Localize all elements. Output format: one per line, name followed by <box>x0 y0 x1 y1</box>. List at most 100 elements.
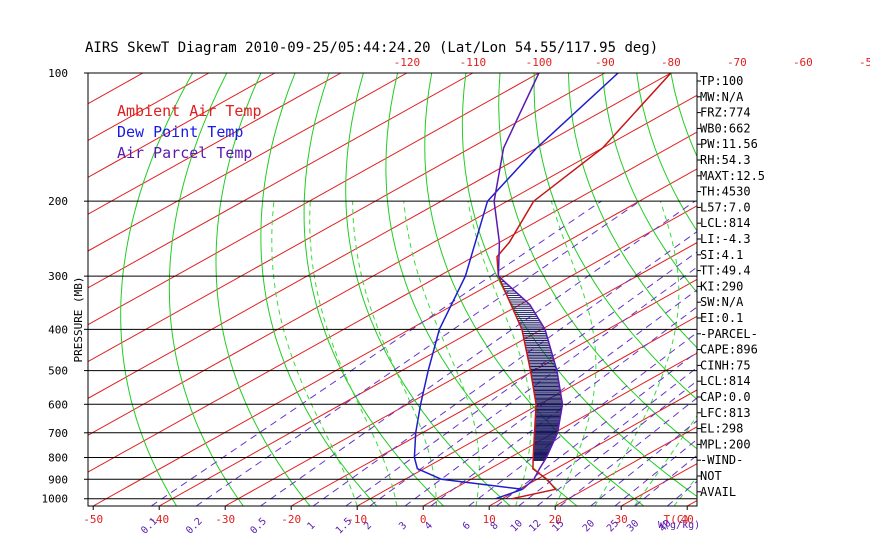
pressure-tick-label: 100 <box>48 67 68 80</box>
dry-adiabat-line <box>303 73 444 506</box>
bottom-tick-label: 10 <box>483 513 496 526</box>
isotherm-line <box>753 73 870 506</box>
isotherm-line <box>158 205 697 506</box>
panel-value: SW:N/A <box>700 295 744 309</box>
panel-value: -PARCEL- <box>700 327 758 341</box>
panel-value: SI:4.1 <box>700 248 743 262</box>
mixing-ratio-label: 20 <box>581 518 597 534</box>
chart-title: AIRS SkewT Diagram 2010-09-25/05:44:24.2… <box>85 40 658 56</box>
dry-adiabat-line <box>120 73 194 506</box>
panel-value: PW:11.56 <box>700 137 758 151</box>
isotherm-line <box>88 73 540 326</box>
mixing-ratio-label: 12 <box>527 518 543 534</box>
dry-adiabat-line <box>773 73 870 506</box>
panel-value: EI:0.1 <box>700 311 743 325</box>
panel-value: TH:4530 <box>700 185 751 199</box>
moist-adiabat-line <box>403 201 480 506</box>
panel-value: TT:49.4 <box>700 264 751 278</box>
panel-value: MPL:200 <box>700 437 751 451</box>
isotherm-line <box>88 94 697 436</box>
isotherm-line <box>88 73 672 399</box>
panel-value: FRZ:774 <box>700 106 751 120</box>
mixing-ratio-label: 1 <box>305 520 317 532</box>
mixing-ratio-line <box>195 200 641 506</box>
mixing-ratio-label: 4 <box>423 520 435 532</box>
mixing-ratio-unit: W(g/kg) <box>658 520 700 531</box>
mixing-ratio-label: 2 <box>362 520 374 532</box>
panel-value: LI:-4.3 <box>700 232 751 246</box>
dry-adiabat-line <box>461 73 697 498</box>
dry-adiabat-line <box>424 73 645 506</box>
mixing-ratio-label: 0.5 <box>248 516 269 537</box>
dry-adiabat-line <box>602 73 697 294</box>
dry-adiabat-line <box>260 73 378 506</box>
panel-value: MAXT:12.5 <box>700 169 765 183</box>
panel-value: MW:N/A <box>700 90 744 104</box>
pressure-tick-label: 900 <box>48 473 68 486</box>
dry-adiabat-line <box>345 73 511 506</box>
air-parcel-temp-line <box>493 73 564 490</box>
bottom-tick-label: 40 <box>681 513 694 526</box>
panel-value: RH:54.3 <box>700 153 751 167</box>
dry-adiabat-line <box>808 73 870 506</box>
isotherm-line <box>88 73 342 215</box>
pressure-tick-label: 400 <box>48 323 68 336</box>
panel-value: TP:100 <box>700 74 743 88</box>
bottom-axis-unit: T(C) <box>664 513 691 526</box>
bottom-tick-label: 20 <box>549 513 562 526</box>
dry-adiabat-line <box>215 73 311 506</box>
mixing-ratio-line <box>404 289 697 506</box>
bottom-tick-label: -50 <box>83 513 103 526</box>
mixing-ratio-label: 10 <box>509 518 525 534</box>
top-tick-label: -80 <box>661 56 681 69</box>
pressure-tick-label: 500 <box>48 365 68 378</box>
mixing-ratio-label: 3 <box>397 520 409 532</box>
panel-value: KI:290 <box>700 279 743 293</box>
bottom-tick-label: -20 <box>281 513 301 526</box>
isotherm-line <box>819 73 870 506</box>
top-tick-label: -110 <box>460 56 487 69</box>
dry-adiabat-line <box>739 73 870 506</box>
pressure-tick-label: 1000 <box>42 493 69 506</box>
mixing-ratio-line <box>150 200 602 506</box>
y-axis-label: PRESSURE (MB) <box>72 276 85 362</box>
pressure-tick-label: 200 <box>48 195 68 208</box>
pressure-tick-label: 300 <box>48 270 68 283</box>
panel-value: CAP:0.0 <box>700 390 751 404</box>
panel-value: LCL:814 <box>700 374 751 388</box>
panel-value: AVAIL <box>700 485 736 499</box>
dew-point-temp-line <box>413 73 619 500</box>
mixing-ratio-label: 8 <box>489 520 501 532</box>
isotherm-line <box>88 73 408 252</box>
pressure-tick-label: 800 <box>48 451 68 464</box>
dry-adiabat-line <box>168 73 244 506</box>
plot-frame <box>87 72 698 507</box>
isotherm-line <box>224 242 697 506</box>
top-tick-label: -50 <box>859 56 870 69</box>
dry-adiabat-line <box>567 73 697 349</box>
panel-value: CAPE:896 <box>700 343 758 357</box>
panel-value: LCL:814 <box>700 216 751 230</box>
panel-value: L57:7.0 <box>700 200 751 214</box>
bottom-tick-label: 0 <box>420 513 427 526</box>
pressure-tick-label: 700 <box>48 427 68 440</box>
bottom-tick-label: 30 <box>615 513 628 526</box>
panel-value: -WIND- <box>700 453 743 467</box>
dry-adiabat-line <box>842 73 870 506</box>
moist-adiabat-line <box>309 201 398 506</box>
mixing-ratio-label: 0.2 <box>184 516 205 537</box>
mixing-ratio-label: 6 <box>461 520 473 532</box>
panel-value: CINH:75 <box>700 358 751 372</box>
top-tick-label: -60 <box>793 56 813 69</box>
dry-adiabat-line <box>533 73 697 401</box>
isotherm-line <box>92 168 697 506</box>
pressure-tick-label: 600 <box>48 398 68 411</box>
mixing-ratio-line <box>260 200 696 506</box>
legend-entry: Ambient Air Temp <box>117 102 262 120</box>
isotherm-line <box>290 278 697 506</box>
bottom-tick-label: -10 <box>347 513 367 526</box>
moist-adiabat-line <box>271 201 358 506</box>
mixing-ratio-line <box>369 266 697 506</box>
isotherm-line <box>356 315 697 506</box>
mixing-ratio-line <box>312 231 697 506</box>
